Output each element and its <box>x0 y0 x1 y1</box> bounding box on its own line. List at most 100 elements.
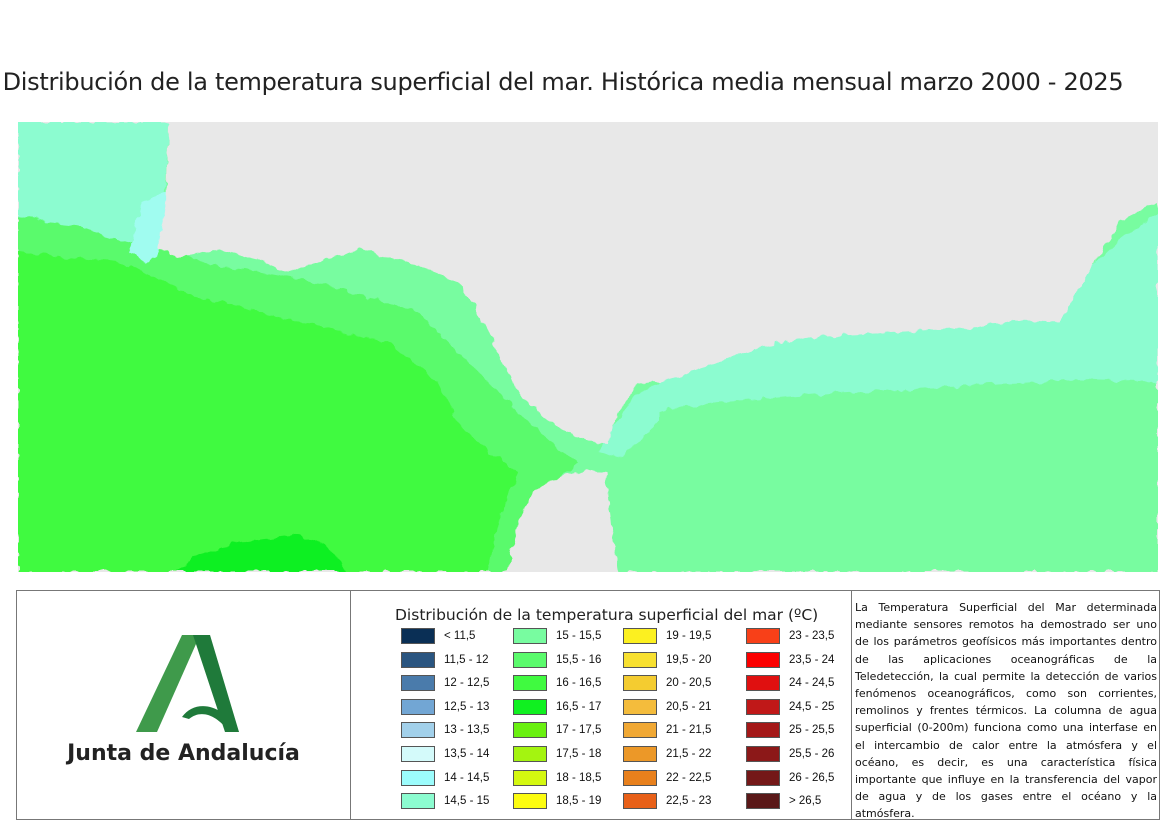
legend-swatch <box>513 628 547 644</box>
legend-swatch <box>513 651 547 668</box>
legend-label: < 11,5 <box>444 630 476 642</box>
legend-label: 17,5 - 18 <box>556 748 602 760</box>
legend-item: 22,5 - 23 <box>623 792 711 810</box>
legend-item: 20 - 20,5 <box>623 674 711 692</box>
legend-label: 21 - 21,5 <box>666 724 712 737</box>
legend-label: 24 - 24,5 <box>789 677 835 690</box>
legend-label: 15 - 15,5 <box>556 630 602 642</box>
legend-label: 12,5 - 13 <box>444 700 490 713</box>
legend-label: 26 - 26,5 <box>789 771 835 784</box>
legend-swatch <box>401 651 435 668</box>
legend-item: 23,5 - 24 <box>746 651 834 669</box>
legend-item: 20,5 - 21 <box>623 698 711 716</box>
legend-label: 22 - 22,5 <box>666 771 712 784</box>
legend-item: 26 - 26,5 <box>746 769 834 787</box>
legend-item: 14 - 14,5 <box>401 769 489 787</box>
legend-item: 25,5 - 26 <box>746 745 834 763</box>
legend-swatch <box>746 651 780 668</box>
sea-atlantic-nw-coastal <box>18 122 168 242</box>
legend-item: < 11,5 <box>401 627 475 645</box>
legend-item: 15 - 15,5 <box>513 627 601 645</box>
legend-label: 11,5 - 12 <box>444 653 489 666</box>
legend-label: 13 - 13,5 <box>444 724 490 737</box>
legend-item: 12 - 12,5 <box>401 674 489 692</box>
legend-swatch <box>746 769 780 786</box>
legend-swatch <box>401 793 435 810</box>
legend-item: 16 - 16,5 <box>513 674 601 692</box>
legend-swatch <box>401 675 435 692</box>
legend-item: 14,5 - 15 <box>401 792 489 810</box>
legend-item: 22 - 22,5 <box>623 769 711 787</box>
sea-warm-core <box>178 534 348 572</box>
sea-strait-cool <box>598 384 658 457</box>
land-iberia <box>158 122 1158 444</box>
legend-swatch <box>401 769 435 786</box>
info-panel: Junta de Andalucía Distribución de la te… <box>16 590 1160 820</box>
legend-swatch <box>746 675 780 692</box>
legend-label: 17 - 17,5 <box>556 724 602 737</box>
legend-swatch <box>623 698 657 715</box>
legend-item: 16,5 - 17 <box>513 698 601 716</box>
legend-item: 24 - 24,5 <box>746 674 834 692</box>
legend-label: 14,5 - 15 <box>444 795 490 808</box>
legend-swatch <box>513 793 547 810</box>
legend-swatch <box>746 746 780 762</box>
legend-label: 20,5 - 21 <box>666 700 712 713</box>
legend-item: 25 - 25,5 <box>746 721 834 739</box>
legend-label: 21,5 - 22 <box>666 748 712 760</box>
sst-map[interactable] <box>18 122 1158 572</box>
legend-item: 12,5 - 13 <box>401 698 489 716</box>
legend-label: 15,5 - 16 <box>556 653 602 666</box>
legend-swatch <box>746 722 780 739</box>
legend-item: 19 - 19,5 <box>623 627 711 645</box>
logo-right-stroke <box>193 635 239 732</box>
legend-item: 24,5 - 25 <box>746 698 834 716</box>
legend-item: > 26,5 <box>746 792 821 810</box>
legend-label: 16 - 16,5 <box>556 677 602 690</box>
legend-label: 18,5 - 19 <box>556 795 602 808</box>
legend-label: 19 - 19,5 <box>666 630 712 642</box>
legend-swatch <box>401 746 435 762</box>
legend-swatch <box>623 746 657 762</box>
legend-title: Distribución de la temperatura superfici… <box>395 606 819 624</box>
legend-item: 11,5 - 12 <box>401 651 489 669</box>
sea-alboran-coastal <box>658 212 1158 412</box>
legend-swatch <box>623 675 657 692</box>
legend-swatch <box>746 793 780 810</box>
legend-swatch <box>513 746 547 762</box>
legend-item: 21 - 21,5 <box>623 721 711 739</box>
legend-swatch <box>513 675 547 692</box>
legend-label: 25,5 - 26 <box>789 748 835 760</box>
legend-label: 14 - 14,5 <box>444 771 490 784</box>
legend-item: 13 - 13,5 <box>401 721 489 739</box>
legend: Distribución de la temperatura superfici… <box>351 591 852 819</box>
legend-label: 23,5 - 24 <box>789 653 835 666</box>
junta-andalucia-logo-icon <box>136 635 239 732</box>
legend-item: 19,5 - 20 <box>623 651 711 669</box>
logo-text: Junta de Andalucía <box>67 741 300 766</box>
legend-item: 18 - 18,5 <box>513 769 601 787</box>
legend-label: 19,5 - 20 <box>666 653 712 666</box>
legend-swatch <box>623 793 657 810</box>
sea-atlantic-offshore <box>18 252 518 572</box>
legend-item: 21,5 - 22 <box>623 745 711 763</box>
legend-label: 20 - 20,5 <box>666 677 712 690</box>
legend-item: 17 - 17,5 <box>513 721 601 739</box>
sea-cold-spot <box>128 192 168 262</box>
legend-label: 25 - 25,5 <box>789 724 835 737</box>
legend-swatch <box>623 722 657 739</box>
sst-map-canvas <box>18 122 1158 572</box>
legend-swatch <box>623 769 657 786</box>
legend-item: 18,5 - 19 <box>513 792 601 810</box>
legend-swatch <box>513 769 547 786</box>
logo-left-stroke <box>136 635 200 732</box>
legend-swatch <box>401 722 435 739</box>
legend-label: 13,5 - 14 <box>444 748 490 760</box>
legend-swatch <box>746 698 780 715</box>
legend-swatch <box>746 628 780 644</box>
legend-label: 18 - 18,5 <box>556 771 602 784</box>
legend-swatch <box>623 628 657 644</box>
legend-swatch <box>513 698 547 715</box>
legend-item: 13,5 - 14 <box>401 745 489 763</box>
logo-box: Junta de Andalucía <box>17 591 351 819</box>
